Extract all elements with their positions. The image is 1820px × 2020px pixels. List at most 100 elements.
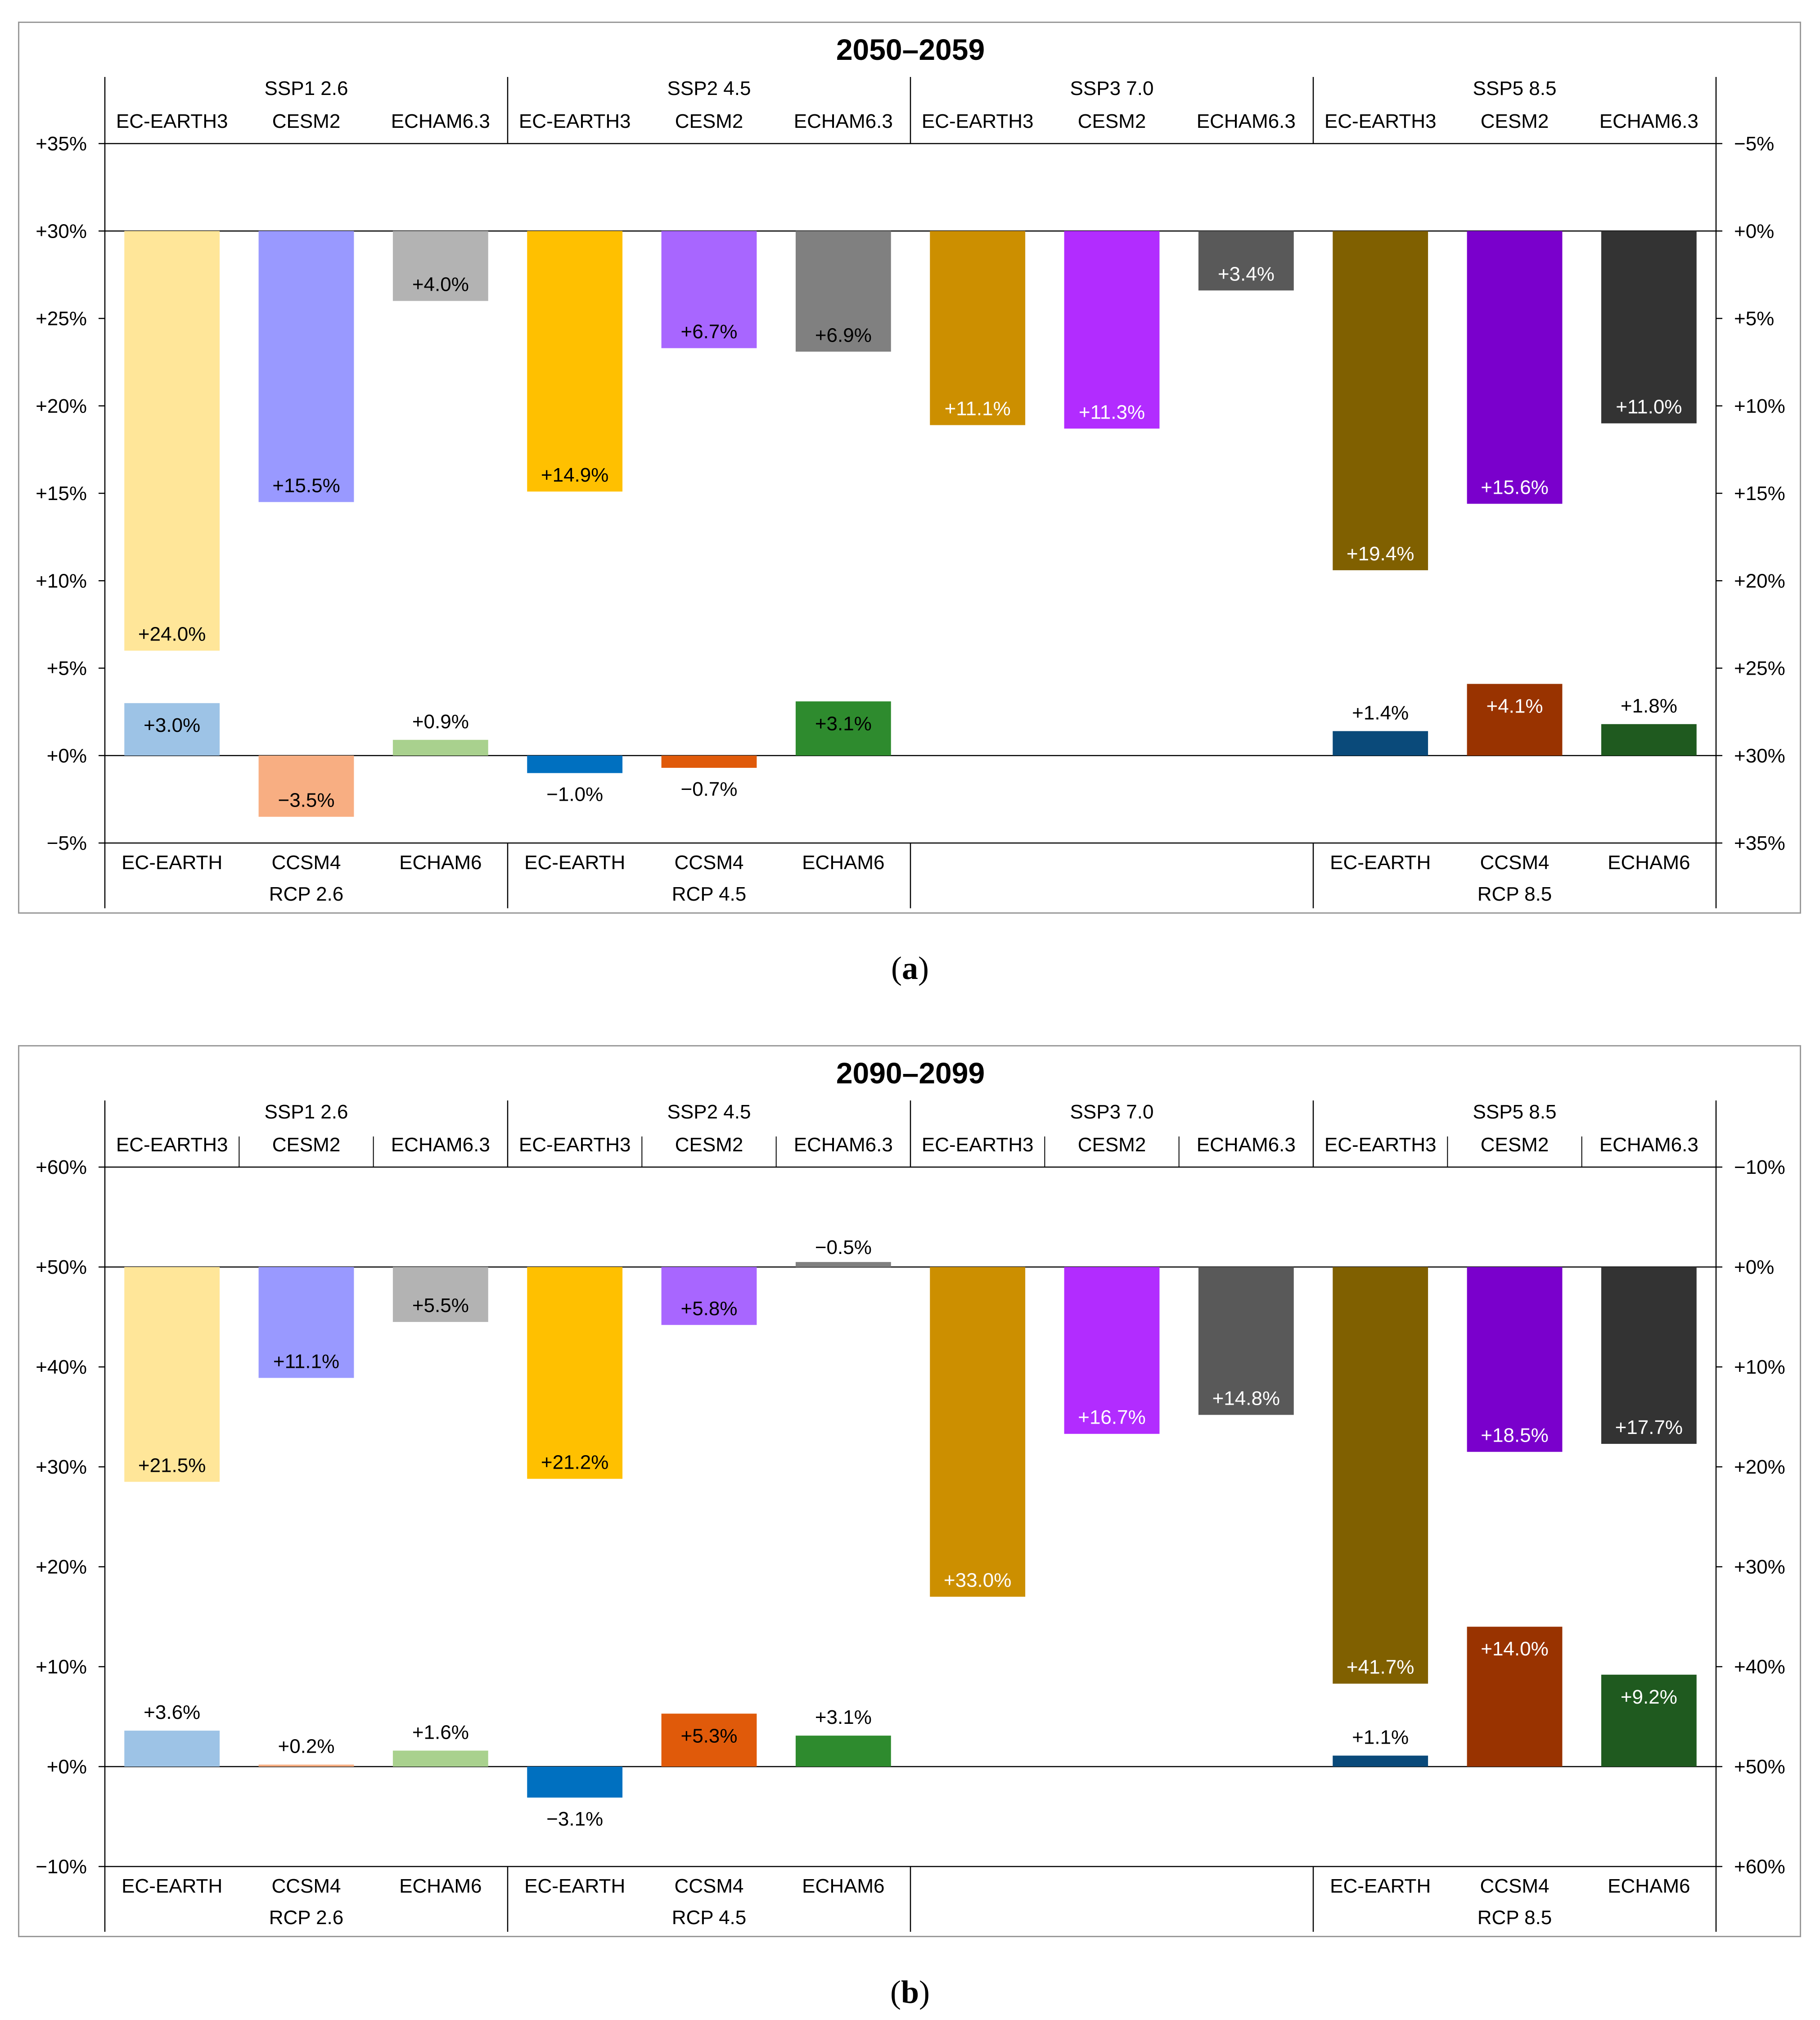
- top-model-label: ECHAM6.3: [794, 1134, 893, 1156]
- ssp-bar: [795, 1262, 891, 1267]
- top-group-label: SSP1 2.6: [265, 77, 348, 99]
- ssp-bar-label: +24.0%: [138, 623, 206, 645]
- ssp-bar: [661, 231, 757, 348]
- top-model-label: CESM2: [272, 1134, 341, 1156]
- left-tick-label: +15%: [36, 482, 87, 505]
- rcp-bar: [124, 703, 220, 756]
- left-tick-label: +30%: [36, 220, 87, 242]
- ssp-bar-label: +15.6%: [1481, 476, 1548, 498]
- ssp-bar-label: +11.1%: [945, 397, 1011, 419]
- left-tick-label: −5%: [47, 832, 87, 854]
- bottom-model-label: EC-EARTH: [1330, 1875, 1431, 1897]
- right-tick-label: +20%: [1734, 570, 1785, 592]
- rcp-bar-label: +3.0%: [144, 714, 200, 736]
- chart-panel-a: 2050–2059 SSP1 2.6 EC-EARTH3 CESM2 ECHAM6.3 S…: [18, 22, 1801, 914]
- rcp-bar: [392, 1750, 488, 1767]
- ssp-bar-label: +33.0%: [944, 1569, 1011, 1592]
- left-tick-label: +20%: [36, 395, 87, 417]
- left-tick-label: +40%: [36, 1356, 87, 1378]
- ssp-bar: [1333, 231, 1428, 570]
- ssp-bar-label: +6.7%: [681, 321, 738, 343]
- top-group-label: SSP1 2.6: [265, 1101, 348, 1123]
- right-tick-label: −10%: [1734, 1156, 1785, 1178]
- ssp-bar: [930, 231, 1026, 425]
- ssp-bar-label: +4.0%: [412, 274, 469, 296]
- bottom-group-label: RCP 4.5: [672, 1907, 747, 1929]
- ssp-bar: [1467, 231, 1563, 504]
- top-model-label: CESM2: [675, 110, 743, 132]
- ssp-bar: [527, 1267, 623, 1479]
- ssp-bar: [392, 231, 488, 301]
- ssp-bar-label: +18.5%: [1481, 1425, 1548, 1447]
- bottom-model-label: CCSM4: [1480, 852, 1549, 874]
- rcp-bar-label: +3.1%: [815, 712, 872, 735]
- left-tick-label: +0%: [47, 745, 87, 767]
- right-tick-label: +35%: [1734, 832, 1785, 854]
- ssp-bar-label: +14.9%: [541, 464, 608, 486]
- top-model-label: CESM2: [272, 110, 341, 132]
- ssp-bar: [930, 1267, 1026, 1597]
- rcp-bar-label: +1.1%: [1352, 1727, 1409, 1749]
- caption-b: (b): [890, 1974, 930, 2010]
- top-model-label: CESM2: [675, 1134, 743, 1156]
- rcp-bar: [1601, 1674, 1697, 1767]
- bottom-group-label: RCP 2.6: [269, 883, 344, 905]
- right-tick-label: +10%: [1734, 395, 1785, 417]
- ssp-bar-label: +21.2%: [541, 1452, 608, 1474]
- ssp-bar: [1198, 1267, 1294, 1415]
- right-tick-label: +30%: [1734, 1556, 1785, 1578]
- ssp-bar-label: +17.7%: [1615, 1416, 1683, 1438]
- right-tick-label: +10%: [1734, 1356, 1785, 1378]
- top-model-label: EC-EARTH3: [1324, 110, 1437, 132]
- top-model-label: CESM2: [1481, 110, 1549, 132]
- ssp-bar: [527, 231, 623, 492]
- ssp-bar-label: +6.9%: [815, 324, 872, 346]
- ssp-bar-label: +5.8%: [681, 1298, 738, 1320]
- ssp-bar: [1333, 1267, 1428, 1684]
- left-tick-label: +50%: [36, 1256, 87, 1278]
- ssp-bar-label: +19.4%: [1347, 543, 1414, 565]
- ssp-bar-label: +16.7%: [1078, 1407, 1145, 1429]
- bottom-model-label: ECHAM6: [802, 852, 884, 874]
- top-group-label: SSP2 4.5: [667, 77, 751, 99]
- bottom-model-label: EC-EARTH: [122, 1875, 222, 1897]
- rcp-bar: [258, 1764, 354, 1767]
- bottom-group-label: RCP 2.6: [269, 1907, 344, 1929]
- right-tick-label: +30%: [1734, 745, 1785, 767]
- bottom-model-label: CCSM4: [674, 852, 743, 874]
- rcp-bar: [1467, 684, 1563, 756]
- bottom-model-label: CCSM4: [1480, 1875, 1549, 1897]
- ssp-bar: [124, 231, 220, 651]
- right-tick-label: +50%: [1734, 1756, 1785, 1778]
- bottom-model-label: EC-EARTH: [1330, 852, 1431, 874]
- chart-panel-b: 2090–2099 SSP1 2.6 EC-EARTH3 CESM2 ECHAM6.3 S…: [18, 1045, 1801, 1937]
- ssp-bar-label: +21.5%: [138, 1454, 206, 1476]
- top-group-label: SSP3 7.0: [1070, 77, 1154, 99]
- right-tick-label: +15%: [1734, 482, 1785, 505]
- rcp-bar-label: −3.1%: [546, 1808, 603, 1830]
- bottom-group-label: RCP 8.5: [1478, 883, 1552, 905]
- rcp-bar: [795, 1736, 891, 1767]
- top-model-label: EC-EARTH3: [922, 110, 1034, 132]
- ssp-bar: [1064, 1267, 1160, 1434]
- left-tick-label: +35%: [36, 133, 87, 155]
- top-model-label: ECHAM6.3: [391, 110, 490, 132]
- ssp-bar: [1064, 231, 1160, 429]
- ssp-bar: [1601, 231, 1697, 424]
- top-model-label: ECHAM6.3: [1197, 110, 1296, 132]
- rcp-bar-label: +1.8%: [1621, 695, 1677, 717]
- rcp-bar-label: +14.0%: [1481, 1638, 1548, 1660]
- bottom-model-label: CCSM4: [271, 852, 341, 874]
- left-tick-label: +25%: [36, 308, 87, 330]
- ssp-bar-label: +5.5%: [412, 1294, 469, 1317]
- chart-svg-b: 2090–2099 SSP1 2.6 EC-EARTH3 CESM2 ECHAM6.3 S…: [36, 1056, 1785, 1932]
- rcp-bar: [527, 755, 623, 773]
- left-tick-label: +20%: [36, 1556, 87, 1578]
- top-model-label: ECHAM6.3: [1599, 110, 1698, 132]
- ssp-bar-label: +14.8%: [1212, 1388, 1280, 1410]
- ssp-bar: [258, 231, 354, 502]
- chart-svg-a: 2050–2059 SSP1 2.6 EC-EARTH3 CESM2 ECHAM6.3 S…: [36, 33, 1785, 908]
- top-group-label: SSP5 8.5: [1473, 1101, 1557, 1123]
- rcp-bar-label: +9.2%: [1621, 1686, 1677, 1708]
- rcp-bar: [795, 701, 891, 756]
